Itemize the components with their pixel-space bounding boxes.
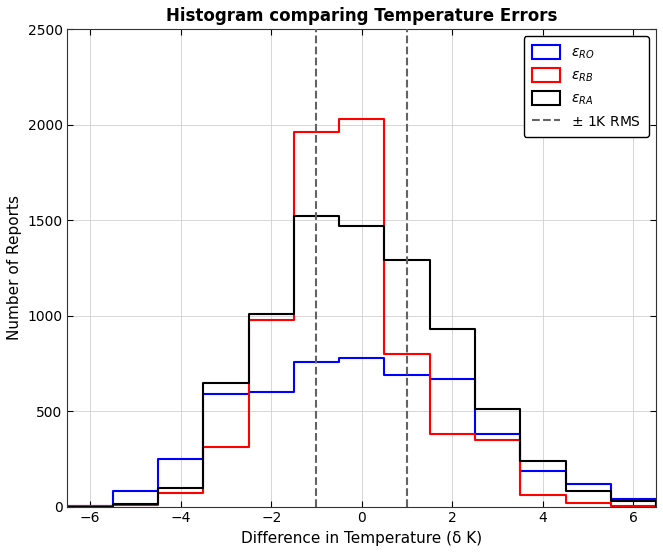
Title: Histogram comparing Temperature Errors: Histogram comparing Temperature Errors [166, 7, 558, 25]
Legend: $\epsilon_{RO}$, $\epsilon_{RB}$, $\epsilon_{RA}$, $\pm$ 1K RMS: $\epsilon_{RO}$, $\epsilon_{RB}$, $\epsi… [524, 36, 649, 137]
X-axis label: Difference in Temperature (δ K): Difference in Temperature (δ K) [241, 531, 483, 546]
Y-axis label: Number of Reports: Number of Reports [7, 195, 22, 341]
